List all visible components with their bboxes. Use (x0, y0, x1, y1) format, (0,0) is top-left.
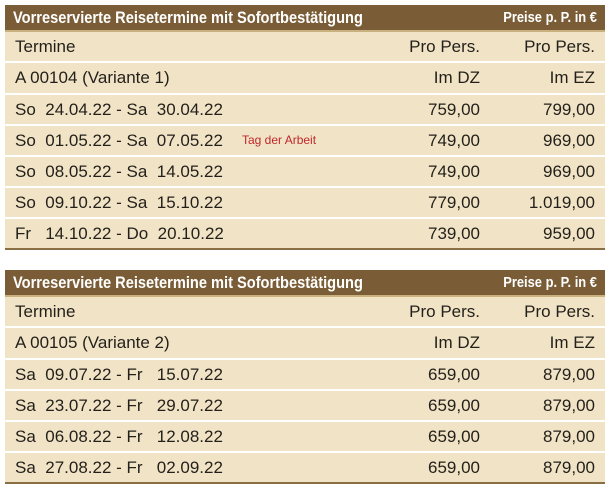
price-ez: 879,00 (543, 427, 595, 446)
table-row: Fr 14.10.22 - Do 20.10.22 739,00 959,00 (5, 217, 605, 248)
table-row: So 24.04.22 - Sa 30.04.22 759,00 799,00 (5, 93, 605, 124)
price-dz: 749,00 (428, 162, 480, 181)
header-pro-pers-dz: Pro Pers. (409, 37, 480, 56)
header-termine: Termine (15, 37, 76, 56)
header-termine: Termine (15, 302, 76, 321)
price-table-variante-2: Vorreservierte Reisetermine mit Sofortbe… (5, 270, 605, 484)
date-range: So 01.05.22 - Sa 07.05.22 (15, 131, 223, 150)
table-row: Sa 27.08.22 - Fr 02.09.22 659,00 879,00 (5, 451, 605, 482)
table-title: Vorreservierte Reisetermine mit Sofortbe… (13, 7, 363, 27)
table-row: Sa 23.07.22 - Fr 29.07.22 659,00 879,00 (5, 389, 605, 420)
price-note: Preise p. P. in € (503, 9, 597, 26)
price-dz: 659,00 (428, 458, 480, 477)
header-pro-pers-dz: Pro Pers. (409, 302, 480, 321)
price-note: Preise p. P. in € (503, 274, 597, 291)
date-range: Sa 23.07.22 - Fr 29.07.22 (15, 396, 223, 415)
price-dz: 779,00 (428, 193, 480, 212)
table-row: Sa 06.08.22 - Fr 12.08.22 659,00 879,00 (5, 420, 605, 451)
holiday-note: Tag der Arbeit (242, 133, 317, 147)
table-row: So 09.10.22 - Sa 15.10.22 779,00 1.019,0… (5, 186, 605, 217)
price-ez: 959,00 (543, 224, 595, 243)
header-pro-pers-ez: Pro Pers. (524, 302, 595, 321)
date-range: Sa 27.08.22 - Fr 02.09.22 (15, 458, 223, 477)
date-range: Sa 06.08.22 - Fr 12.08.22 (15, 427, 223, 446)
variant-label: A 00105 (Variante 2) (15, 333, 170, 352)
header-row: Termine Pro Pers. Pro Pers. (5, 32, 605, 61)
date-range: Sa 09.07.22 - Fr 15.07.22 (15, 365, 223, 384)
date-range: So 24.04.22 - Sa 30.04.22 (15, 100, 223, 119)
price-dz: 759,00 (428, 100, 480, 119)
price-table-variante-1: Vorreservierte Reisetermine mit Sofortbe… (5, 5, 605, 250)
header-row: Termine Pro Pers. Pro Pers. (5, 297, 605, 326)
price-ez: 879,00 (543, 396, 595, 415)
price-ez: 969,00 (543, 162, 595, 181)
date-range: Fr 14.10.22 - Do 20.10.22 (15, 224, 224, 243)
price-ez: 879,00 (543, 365, 595, 384)
price-dz: 749,00 (428, 131, 480, 150)
table-title-bar: Vorreservierte Reisetermine mit Sofortbe… (5, 5, 605, 32)
header-im-dz: Im DZ (433, 333, 480, 352)
header-im-ez: Im EZ (549, 333, 595, 352)
header-im-ez: Im EZ (549, 68, 595, 87)
price-dz: 659,00 (428, 365, 480, 384)
price-ez: 799,00 (543, 100, 595, 119)
table-title-bar: Vorreservierte Reisetermine mit Sofortbe… (5, 270, 605, 297)
table-row: So 08.05.22 - Sa 14.05.22 749,00 969,00 (5, 155, 605, 186)
date-range: So 09.10.22 - Sa 15.10.22 (15, 193, 223, 212)
price-dz: 659,00 (428, 427, 480, 446)
price-dz: 739,00 (428, 224, 480, 243)
table-title: Vorreservierte Reisetermine mit Sofortbe… (13, 272, 363, 292)
price-ez: 969,00 (543, 131, 595, 150)
price-ez: 879,00 (543, 458, 595, 477)
price-dz: 659,00 (428, 396, 480, 415)
subheader-row: A 00104 (Variante 1) Im DZ Im EZ (5, 61, 605, 93)
variant-label: A 00104 (Variante 1) (15, 68, 170, 87)
table-row: Sa 09.07.22 - Fr 15.07.22 659,00 879,00 (5, 358, 605, 389)
subheader-row: A 00105 (Variante 2) Im DZ Im EZ (5, 326, 605, 358)
header-im-dz: Im DZ (433, 68, 480, 87)
table-row: So 01.05.22 - Sa 07.05.22 Tag der Arbeit… (5, 124, 605, 155)
date-range: So 08.05.22 - Sa 14.05.22 (15, 162, 223, 181)
price-ez: 1.019,00 (528, 193, 595, 212)
header-pro-pers-ez: Pro Pers. (524, 37, 595, 56)
